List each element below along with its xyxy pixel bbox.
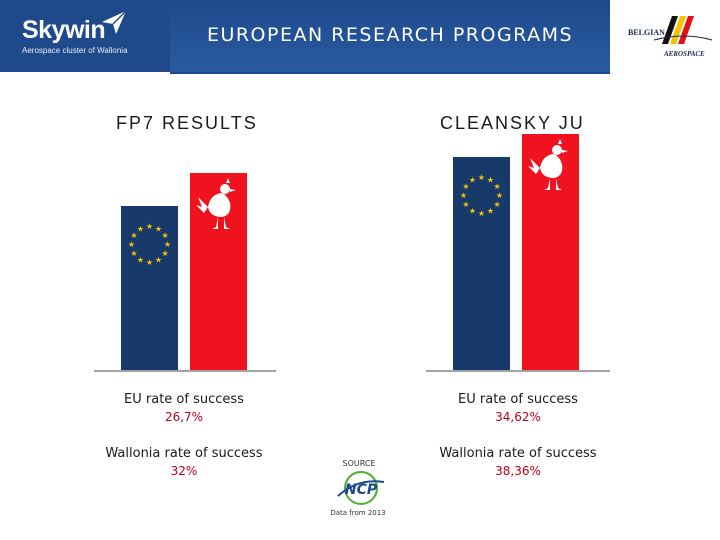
cleansky-wallonia-caption: Wallonia rate of success <box>439 446 597 461</box>
svg-text:★: ★ <box>130 249 137 258</box>
svg-text:★: ★ <box>155 224 162 233</box>
source-label: SOURCE <box>342 459 376 468</box>
cleansky-eu-value: 34,62% <box>495 410 541 424</box>
wallonia-bar <box>190 173 247 370</box>
title-bar <box>170 0 610 72</box>
svg-text:★: ★ <box>462 200 469 209</box>
svg-text:★: ★ <box>462 182 469 191</box>
fp7-wallonia-value: 32% <box>170 464 198 478</box>
eu-bar: ★ ★ ★ ★ ★ ★ ★ ★ ★ ★ ★ ★ <box>121 206 178 370</box>
cleansky-eu-caption: EU rate of success <box>458 392 578 407</box>
svg-text:★: ★ <box>487 175 494 184</box>
svg-text:★: ★ <box>130 231 137 240</box>
skywin-logo[interactable]: Skywin <box>22 16 106 44</box>
header: Skywin Aerospace cluster of Wallonia EUR… <box>0 0 720 72</box>
eu-stars-icon: ★ ★★★★★★★★★★★ <box>460 173 503 218</box>
cleansky-title: CLEANSKY JU <box>440 113 585 133</box>
svg-text:★: ★ <box>164 240 171 249</box>
page-title: EUROPEAN RESEARCH PROGRAMS <box>206 24 574 46</box>
svg-text:★: ★ <box>162 249 169 258</box>
eu-stars-icon: ★ ★★★★★★★★★★★ <box>128 222 171 267</box>
cleansky-wallonia-value: 38,36% <box>495 464 541 478</box>
partner-name-line2: AEROSPACE <box>664 50 705 58</box>
partner-name-line1: BELGIAN <box>628 28 665 37</box>
ncp-logo[interactable]: NCP <box>328 470 394 506</box>
brand-box <box>0 0 170 72</box>
svg-text:★: ★ <box>494 200 501 209</box>
eu-bar: ★ ★ ★ ★ ★ ★ ★ ★ ★ ★ ★ ★ <box>453 157 510 370</box>
svg-text:★: ★ <box>478 209 485 218</box>
fp7-wallonia-caption: Wallonia rate of success <box>105 446 263 461</box>
svg-text:★: ★ <box>146 258 153 267</box>
fp7-eu-caption: EU rate of success <box>124 392 244 407</box>
chart-baseline <box>94 370 276 372</box>
svg-text:★: ★ <box>494 182 501 191</box>
svg-text:★: ★ <box>155 256 162 265</box>
header-divider <box>170 72 610 74</box>
paper-plane-icon <box>102 10 127 34</box>
source-date: Data from 2013 <box>330 509 386 517</box>
belgian-aerospace-logo[interactable] <box>620 10 716 66</box>
wallonia-bar <box>522 134 579 370</box>
fp7-eu-value: 26,7% <box>164 410 204 424</box>
skywin-tagline: Aerospace cluster of Wallonia <box>22 46 128 55</box>
svg-text:★: ★ <box>137 256 144 265</box>
svg-text:★: ★ <box>478 173 485 182</box>
svg-text:★: ★ <box>460 191 467 200</box>
svg-text:★: ★ <box>496 191 503 200</box>
wallonia-rooster-icon <box>196 178 236 229</box>
chart-baseline <box>426 370 610 372</box>
svg-text:★: ★ <box>128 240 135 249</box>
wallonia-rooster-icon <box>528 139 568 190</box>
svg-text:★: ★ <box>162 231 169 240</box>
svg-text:★: ★ <box>469 207 476 216</box>
svg-text:★: ★ <box>137 224 144 233</box>
svg-text:★: ★ <box>469 175 476 184</box>
svg-text:★: ★ <box>146 222 153 231</box>
fp7-results-title: FP7 RESULTS <box>116 113 258 133</box>
svg-text:★: ★ <box>487 207 494 216</box>
ncp-logo-text: NCP <box>345 482 378 498</box>
